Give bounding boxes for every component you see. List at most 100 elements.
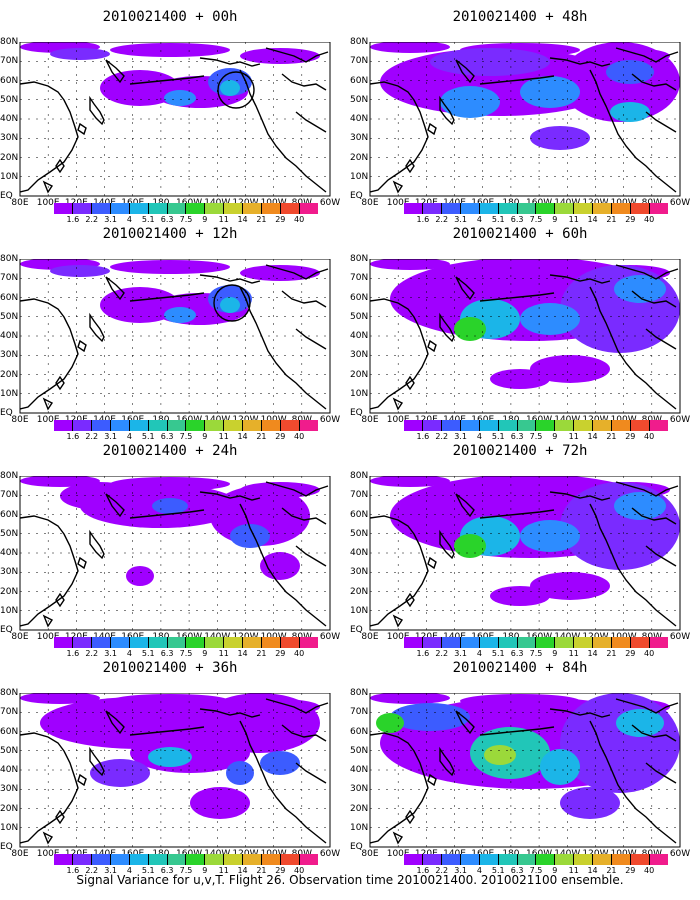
- colorbar-swatch: [299, 854, 318, 865]
- colorbar-swatch: [110, 854, 130, 865]
- colorbar-swatch: [441, 637, 461, 648]
- map-frame: [19, 42, 331, 197]
- colorbar-tick-label: 29: [625, 649, 636, 658]
- coastline: [55, 592, 65, 608]
- coastline: [370, 515, 429, 627]
- variance-contour: [190, 787, 250, 819]
- longitude-label: 60W: [669, 415, 691, 425]
- latitude-label: 20N: [350, 369, 369, 380]
- coastline: [370, 732, 429, 844]
- latitude-label: 50N: [350, 745, 369, 756]
- latitude-label: 50N: [0, 745, 19, 756]
- variance-contour: [90, 759, 150, 787]
- colorbar-swatch: [91, 203, 111, 214]
- variance-contour: [560, 787, 620, 819]
- latitude-label: 60N: [350, 292, 369, 303]
- coastline: [77, 773, 87, 787]
- latitude-label: 10N: [0, 388, 19, 399]
- map-panel: 2010021400 + 72h 80N 70N 60N 50N 40N 30N 20N 10N…: [350, 442, 690, 658]
- coastline: [55, 158, 65, 174]
- colorbar-swatch: [281, 420, 300, 431]
- variance-contour: [540, 749, 580, 785]
- coastline: [265, 481, 329, 497]
- colorbar-swatch: [299, 420, 318, 431]
- colorbar-tick-label: 40: [294, 432, 305, 441]
- coastline: [392, 831, 404, 845]
- latitude-label: EQ: [350, 842, 363, 852]
- coastline: [439, 746, 455, 777]
- colorbar-swatch: [262, 637, 282, 648]
- colorbar-swatch: [186, 637, 206, 648]
- latitude-label: 80N: [350, 471, 369, 481]
- coastline: [392, 180, 404, 194]
- colorbar-swatch: [593, 420, 613, 431]
- colorbar-tick-label: 14: [237, 866, 248, 875]
- colorbar-tick-label: 7.5: [529, 649, 543, 658]
- colorbar-tick-label: 40: [644, 432, 655, 441]
- latitude-label: 20N: [350, 586, 369, 597]
- colorbar-tick-label: 21: [256, 649, 267, 658]
- map-frame: [369, 476, 681, 631]
- colorbar-tick-label: 29: [625, 215, 636, 224]
- colorbar-labels: 1.6 2.2 3.1 4 5.1 6.3 7.5 9 11 14 21 29 40: [404, 432, 668, 442]
- longitude-label: 80E: [361, 632, 379, 642]
- latitude-label: 10N: [350, 605, 369, 616]
- latitude-label: 70N: [350, 56, 369, 67]
- colorbar-swatch: [404, 420, 423, 431]
- coastline: [199, 57, 261, 67]
- coastline: [427, 773, 437, 787]
- panel-title: 2010021400 + 72h: [452, 443, 588, 459]
- colorbar-tick-label: 2.2: [435, 432, 449, 441]
- colorbar-swatch: [281, 637, 300, 648]
- colorbar-swatch: [224, 203, 244, 214]
- colorbar-swatch: [91, 637, 111, 648]
- colorbar-tick-label: 3.1: [104, 215, 117, 224]
- coastline: [370, 81, 429, 193]
- coastline: [455, 710, 475, 735]
- coastline: [631, 724, 677, 742]
- colorbar-swatch: [498, 203, 518, 214]
- longitude-label: 80E: [361, 849, 379, 859]
- coastline: [295, 328, 327, 350]
- coastline: [455, 59, 475, 84]
- colorbar-tick-label: 6.3: [160, 649, 174, 658]
- map-panel: 2010021400 + 84h 80N 70N 60N 50N 40N 30N 20N 10N…: [350, 659, 690, 875]
- colorbar-tick-label: 4: [126, 649, 132, 658]
- colorbar-tick-label: 5.1: [491, 866, 505, 875]
- colorbar-swatch: [167, 637, 187, 648]
- latitude-label: 60N: [0, 75, 19, 86]
- colorbar-swatch: [129, 637, 149, 648]
- colorbar-tick-label: 21: [256, 432, 267, 441]
- coastline: [549, 491, 611, 501]
- latitude-label: 30N: [350, 133, 369, 144]
- colorbar-swatch: [479, 203, 499, 214]
- variance-contour: [126, 566, 154, 586]
- colorbar-swatch: [612, 420, 632, 431]
- colorbar-swatch: [205, 854, 225, 865]
- panel-title: 2010021400 + 24h: [102, 443, 238, 459]
- colorbar-swatch: [441, 203, 461, 214]
- latitude-label: 80N: [0, 37, 19, 47]
- colorbar-tick-label: 29: [275, 866, 286, 875]
- colorbar-tick-label: 11: [568, 649, 579, 658]
- colorbar-tick-label: 21: [606, 432, 617, 441]
- panel-title: 2010021400 + 60h: [452, 226, 588, 242]
- latitude-label: 60N: [0, 292, 19, 303]
- colorbar-tick-label: 6.3: [160, 215, 174, 224]
- colorbar-tick-label: 2.2: [85, 649, 99, 658]
- colorbar-swatch: [555, 854, 575, 865]
- colorbar-swatch: [167, 203, 187, 214]
- coastline: [631, 290, 677, 308]
- colorbar-tick-label: 6.3: [510, 432, 524, 441]
- latitude-label: 60N: [350, 75, 369, 86]
- longitude-label: 80E: [11, 632, 29, 642]
- coastline: [239, 720, 327, 844]
- variance-map: [369, 259, 681, 414]
- colorbar-tick-label: 9: [202, 866, 208, 875]
- variance-contour: [220, 80, 240, 96]
- coastline: [405, 809, 415, 825]
- colorbar-tick-label: 6.3: [510, 866, 524, 875]
- colorbar-swatch: [555, 637, 575, 648]
- colorbar-tick-label: 1.6: [416, 215, 430, 224]
- colorbar-swatch: [404, 854, 423, 865]
